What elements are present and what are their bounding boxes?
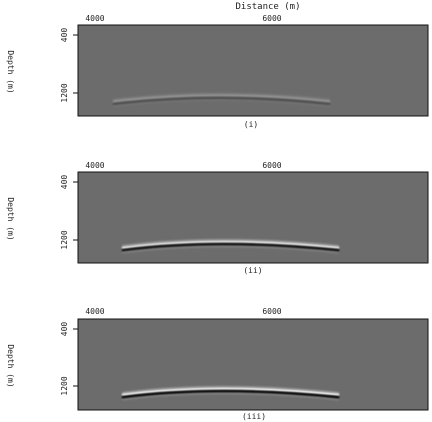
wavelet-lower-side-lobe [122,245,340,254]
x-tick-label: 4000 [85,161,104,170]
x-tick-label: 4000 [85,307,104,316]
reflection-event [112,92,331,108]
plot-frame [77,24,429,117]
panel-label: (ii) [243,266,262,275]
y-axis-title: Depth (m) [6,197,15,240]
panel-label: (iii) [242,412,266,421]
panel-1: Distance (m) 4000 6000 400 1200 Depth (m… [6,2,429,129]
wavelet-positive-lobe [112,94,331,103]
wavelet-upper-side-lobe [113,92,331,101]
plot-frame [77,171,429,264]
wavelet-lower-side-lobe [113,99,331,108]
y-tick-label: 1200 [60,376,69,395]
wavelet-positive-lobe [121,240,340,249]
y-tick-label: 400 [60,28,69,43]
wavelet-negative-lobe [112,96,331,106]
wavelet-positive-lobe [121,387,340,396]
wavelet-lower-side-lobe [122,392,340,401]
x-axis-title: Distance (m) [235,2,300,12]
x-tick-label: 4000 [85,14,104,23]
plot-frame [77,318,429,411]
reflection-event [121,385,340,401]
y-tick-label: 1200 [60,83,69,102]
y-axis-title: Depth (m) [6,344,15,387]
panel-3: 4000 6000 400 1200 Depth (m) (iii) [6,307,429,421]
x-tick-label: 6000 [262,161,281,170]
y-tick-label: 1200 [60,230,69,249]
wavelet-negative-lobe [121,390,340,399]
reflection-event [121,238,340,254]
y-axis-title: Depth (m) [6,50,15,93]
panel-2: 4000 6000 400 1200 Depth (m) (ii) [6,161,429,275]
y-tick-label: 400 [60,175,69,190]
y-tick-label: 400 [60,322,69,337]
wavelet-upper-side-lobe [122,385,340,394]
panel-label: (i) [244,120,258,129]
x-tick-label: 6000 [262,307,281,316]
wavelet-upper-side-lobe [122,238,340,247]
x-tick-label: 6000 [262,14,281,23]
wavelet-negative-lobe [121,243,340,252]
